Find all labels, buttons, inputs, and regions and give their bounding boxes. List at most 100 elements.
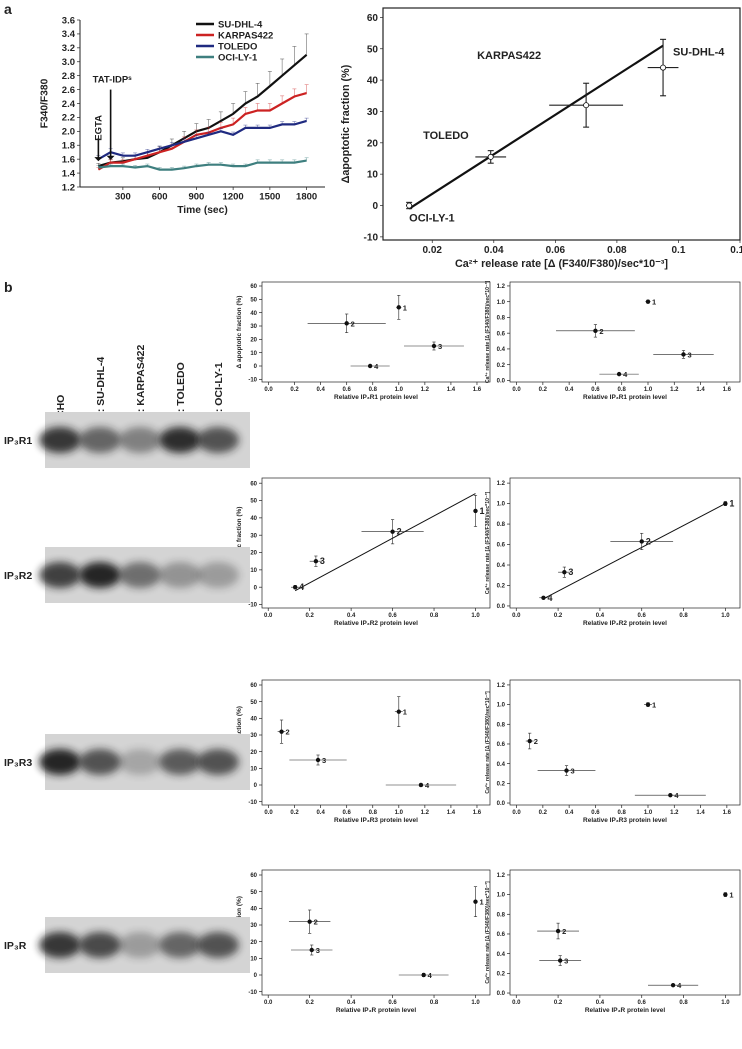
x-tick-label: 0.8 — [430, 613, 439, 619]
point — [616, 371, 622, 377]
x-tick-label: 1.0 — [721, 613, 730, 619]
point-label: 2 — [351, 319, 355, 328]
point-label: KARPAS422 — [477, 50, 541, 62]
chart: 0.0 0.2 0.4 0.6 0.8 1.0 1.2 1.4 1.6 0.0 0.2 0.4 0.6 0… — [485, 679, 741, 824]
plot-frame — [261, 477, 491, 609]
blot-band — [39, 932, 81, 958]
x-tick-label: 0.02 — [423, 245, 443, 256]
x-axis-label: Ca²⁺ release rate [Δ (F340/F380)/sec*10⁻… — [455, 258, 668, 270]
y-tick-label: 0.4 — [497, 347, 506, 353]
y-tick-label: 20 — [250, 551, 257, 557]
y-tick-label: 1.2 — [497, 873, 506, 879]
blot-band — [119, 562, 161, 588]
y-tick-label: 1.2 — [497, 683, 506, 689]
y-tick-label: 30 — [250, 923, 257, 929]
y-tick-label: 1.0 — [497, 893, 506, 899]
x-axis-label: Relative IP₃R3 protein level — [583, 817, 667, 824]
y-tick-label: 30 — [250, 533, 257, 539]
x-tick-label: 0.12 — [730, 245, 742, 256]
point-label: 3 — [687, 350, 691, 359]
blot-band — [159, 932, 201, 958]
point-label: 1 — [729, 891, 733, 900]
y-tick-label: 0.6 — [497, 932, 506, 938]
y-tick-label: 10 — [250, 956, 257, 962]
y-tick-label: 0.6 — [497, 742, 506, 748]
fit-line — [543, 503, 726, 600]
blot-band — [79, 427, 121, 453]
y-tick-label: 40 — [367, 76, 379, 87]
x-tick-label: 1.0 — [721, 1000, 730, 1006]
point-label: 4 — [299, 582, 304, 592]
y-tick-label: 40 — [250, 516, 257, 522]
x-tick-label: 0.4 — [347, 613, 356, 619]
series-line — [98, 53, 308, 168]
point — [396, 709, 401, 714]
point-label: 1 — [403, 708, 407, 717]
point — [645, 299, 651, 304]
x-axis-label: Relative IP₃R1 protein level — [334, 394, 418, 401]
y-tick-label: 1.6 — [62, 154, 75, 165]
x-tick-label: 0.0 — [512, 613, 521, 619]
point — [309, 947, 314, 953]
x-tick-label: 0.1 — [671, 245, 685, 256]
x-tick-label: 0.6 — [638, 613, 647, 619]
legend-label: KARPAS422 — [218, 31, 273, 42]
x-tick-label: 1.0 — [644, 387, 653, 393]
point-label: 4 — [674, 791, 679, 800]
y-tick-label: 10 — [250, 351, 257, 357]
x-tick-label: 1.4 — [447, 387, 456, 393]
x-tick-label: 1.6 — [473, 810, 482, 816]
x-tick-label: 1.6 — [473, 387, 482, 393]
y-tick-label: -10 — [248, 990, 257, 996]
point — [564, 768, 569, 773]
x-axis-label: Relative IP₃R1 protein level — [583, 394, 667, 401]
chart: 0.0 0.2 0.4 0.6 0.8 1.0 0.0 0.2 0.4 0.6 0.8 1.0 1.2 R… — [485, 477, 741, 627]
x-tick-label: 600 — [152, 192, 168, 203]
y-tick-label: 0.0 — [497, 604, 506, 610]
x-axis-label: Relative IP₃R2 protein level — [334, 620, 418, 627]
legend-label: SU-DHL-4 — [218, 20, 263, 31]
y-tick-label: 0.8 — [497, 522, 506, 528]
point — [583, 102, 590, 109]
y-tick-label: 0.2 — [497, 363, 506, 369]
x-tick-label: 0.0 — [512, 1000, 521, 1006]
point — [670, 982, 676, 988]
y-tick-label: 2.8 — [62, 71, 75, 82]
x-tick-label: 1.0 — [644, 810, 653, 816]
y-axis-label: Δ apoptotic fraction (%) — [236, 296, 243, 369]
x-tick-label: 0.8 — [679, 1000, 688, 1006]
chart: 0.02 0.04 0.06 0.08 0.1 0.12 -10 0 10 20 30 40 50 60 C… — [340, 7, 742, 270]
y-tick-label: 0.2 — [497, 781, 506, 787]
x-axis-label: Relative IP₃R protein level — [336, 1007, 416, 1014]
x-tick-label: 1.2 — [670, 387, 679, 393]
y-tick-label: 0.0 — [497, 801, 506, 807]
point — [562, 569, 567, 575]
blot-band — [119, 932, 161, 958]
y-tick-label: 1.2 — [62, 182, 75, 193]
point-label: 4 — [428, 971, 433, 980]
x-tick-label: 1.4 — [696, 387, 705, 393]
y-tick-label: 30 — [367, 107, 379, 118]
y-tick-label: 3.6 — [62, 15, 75, 26]
y-tick-label: 50 — [367, 44, 379, 55]
point — [681, 352, 686, 357]
plot-frame — [509, 869, 741, 996]
blot-band — [79, 749, 121, 775]
y-tick-label: 30 — [250, 324, 257, 330]
y-tick-label: 60 — [250, 683, 257, 689]
y-tick-label: -10 — [248, 800, 257, 806]
chart: 0.0 0.2 0.4 0.6 0.8 1.0 1.2 1.4 1.6 0.0 0.2 0.4 0.6 0… — [485, 281, 741, 401]
point-label: 1 — [403, 303, 407, 312]
annotation-arrowhead — [106, 155, 115, 160]
x-tick-label: 1.0 — [395, 810, 404, 816]
point — [639, 539, 644, 544]
point — [344, 321, 349, 326]
x-tick-label: 0.6 — [388, 1000, 397, 1006]
point-label: TOLEDO — [423, 130, 469, 142]
x-axis-label: Relative IP₃R2 protein level — [583, 620, 667, 627]
x-tick-label: 0.6 — [343, 810, 352, 816]
y-tick-label: 50 — [250, 297, 257, 303]
y-tick-label: 3.0 — [62, 57, 75, 68]
fit-line — [408, 44, 664, 210]
